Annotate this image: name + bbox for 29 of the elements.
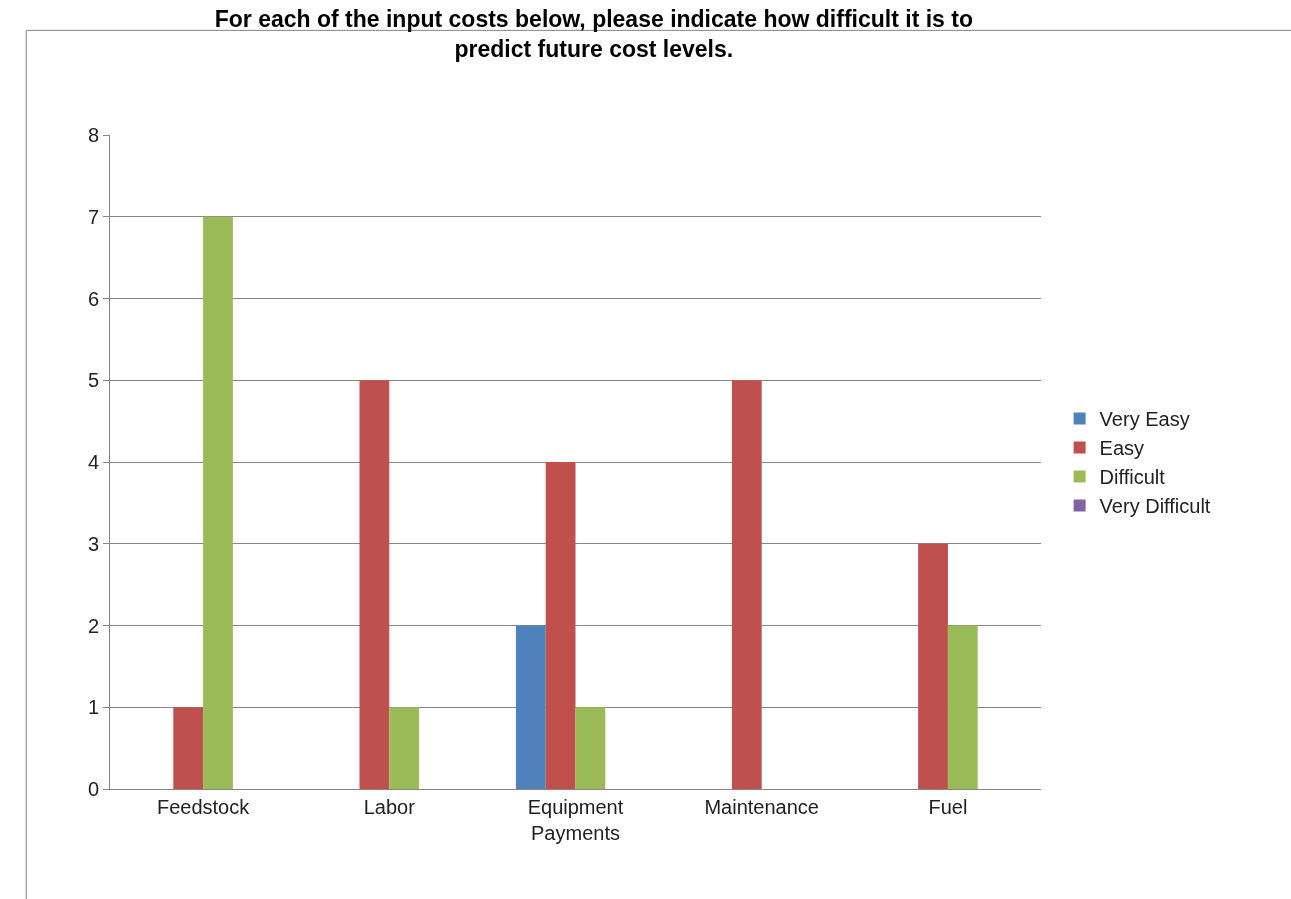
y-tick-label: 5 bbox=[87, 369, 99, 392]
y-tick-label: 6 bbox=[87, 287, 99, 310]
x-tick-label: Fuel bbox=[928, 796, 968, 818]
bar bbox=[359, 380, 390, 789]
y-tick-label: 4 bbox=[87, 451, 99, 473]
y-tick-label: 7 bbox=[87, 205, 99, 228]
y-tick-label: 3 bbox=[87, 532, 99, 555]
bar bbox=[389, 707, 420, 789]
bar bbox=[545, 462, 576, 789]
bar bbox=[918, 543, 948, 789]
bar bbox=[515, 625, 546, 789]
bar bbox=[575, 707, 606, 789]
legend-label: Easy bbox=[1099, 437, 1145, 460]
legend-label: Very Easy bbox=[1099, 408, 1190, 431]
bar bbox=[731, 380, 762, 789]
legend-label: Difficult bbox=[1099, 466, 1166, 489]
bar bbox=[947, 625, 978, 789]
bar bbox=[203, 216, 233, 789]
legend-label: Very Difficult bbox=[1099, 495, 1211, 518]
x-tick-label: Equipment Payments bbox=[527, 796, 624, 844]
y-tick-label: 2 bbox=[87, 614, 99, 637]
y-tick-label: 1 bbox=[87, 696, 99, 719]
y-tick-label: 0 bbox=[87, 778, 99, 800]
x-tick-label: Maintenance bbox=[704, 796, 819, 818]
x-tick-label: Feedstock bbox=[156, 796, 251, 818]
bar bbox=[173, 707, 204, 789]
y-tick-label: 8 bbox=[87, 124, 99, 146]
x-tick-label: Labor bbox=[363, 796, 416, 818]
chart-title: For each of the input costs below, please indicate how difficult it is to predict future cost levels. bbox=[214, 5, 973, 62]
